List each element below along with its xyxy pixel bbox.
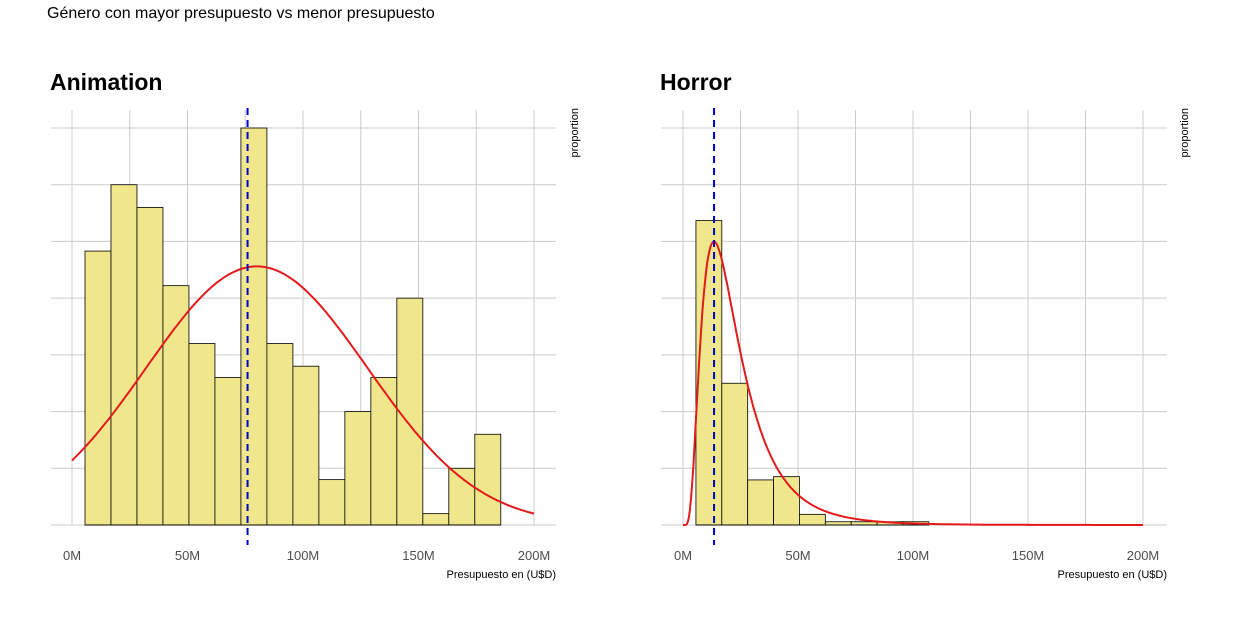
panel-animation: Animation 0M 50M 100M 150M 200M Presupuesto en… [50, 69, 581, 581]
x-axis-title: Presupuesto en (U$D) [1058, 569, 1167, 581]
histogram-bar [292, 365, 320, 526]
histogram-bar [695, 220, 723, 526]
histogram-bar [474, 433, 502, 526]
x-tick-label: 200M [518, 548, 551, 563]
panel-title: Horror [660, 69, 732, 95]
x-tick-label: 150M [402, 548, 435, 563]
figure-title: Género con mayor presupuesto vs menor pr… [47, 5, 435, 22]
histogram-bar [266, 343, 294, 526]
histogram-bar [344, 411, 372, 526]
density-curve [71, 265, 535, 515]
x-tick-label: 200M [1127, 548, 1160, 563]
density-curve [683, 240, 1143, 526]
histogram-bars [695, 220, 930, 526]
histogram-bar [136, 206, 164, 526]
histogram-bar [370, 377, 398, 526]
histogram-bar [721, 382, 749, 526]
x-tick-label: 150M [1012, 548, 1045, 563]
y-axis-title: proportion [1179, 108, 1191, 158]
histogram-bar [214, 377, 242, 526]
histogram-bar [448, 467, 476, 526]
histogram-bar [799, 513, 826, 526]
x-tick-labels: 0M 50M 100M 150M 200M [63, 548, 550, 563]
histogram-bar [747, 479, 774, 526]
x-tick-label: 100M [287, 548, 320, 563]
histogram-bar [773, 476, 800, 526]
x-tick-labels: 0M 50M 100M 150M 200M [674, 548, 1159, 563]
x-tick-label: 0M [674, 548, 692, 563]
x-tick-label: 50M [785, 548, 810, 563]
histogram-bar [422, 513, 450, 526]
histogram-bar [188, 343, 216, 526]
histogram-bar [110, 184, 138, 526]
histogram-bar [162, 285, 190, 526]
x-tick-label: 0M [63, 548, 81, 563]
panel-title: Animation [50, 69, 162, 95]
x-tick-label: 50M [175, 548, 200, 563]
histogram-bars [84, 127, 502, 526]
x-tick-label: 100M [897, 548, 930, 563]
histogram-bar [240, 127, 268, 526]
x-axis-title: Presupuesto en (U$D) [447, 569, 556, 581]
histogram-bar [84, 250, 112, 526]
histogram-bar [318, 479, 346, 526]
histogram-bar [396, 297, 424, 526]
y-axis-title: proportion [569, 108, 581, 158]
panel-horror: Horror 0M 50M 100M 150M 200M Presupuesto en (U… [660, 69, 1191, 581]
